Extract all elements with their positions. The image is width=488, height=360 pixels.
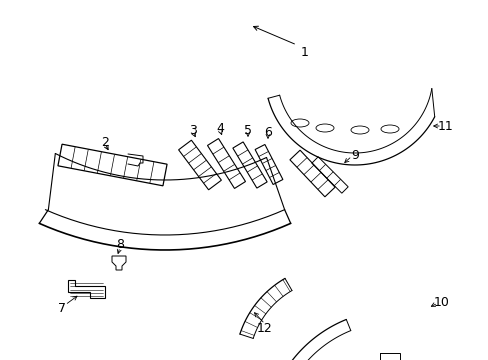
Text: 4: 4 xyxy=(216,122,224,135)
Text: 12: 12 xyxy=(257,321,272,334)
Text: 1: 1 xyxy=(301,45,308,59)
Text: 10: 10 xyxy=(433,296,449,309)
Text: 6: 6 xyxy=(264,126,271,139)
Text: 7: 7 xyxy=(58,302,66,315)
Text: 2: 2 xyxy=(101,135,109,149)
Text: 11: 11 xyxy=(437,120,453,132)
Text: 9: 9 xyxy=(350,149,358,162)
Text: 8: 8 xyxy=(116,239,124,252)
Text: 3: 3 xyxy=(189,123,197,136)
Text: 5: 5 xyxy=(244,123,251,136)
